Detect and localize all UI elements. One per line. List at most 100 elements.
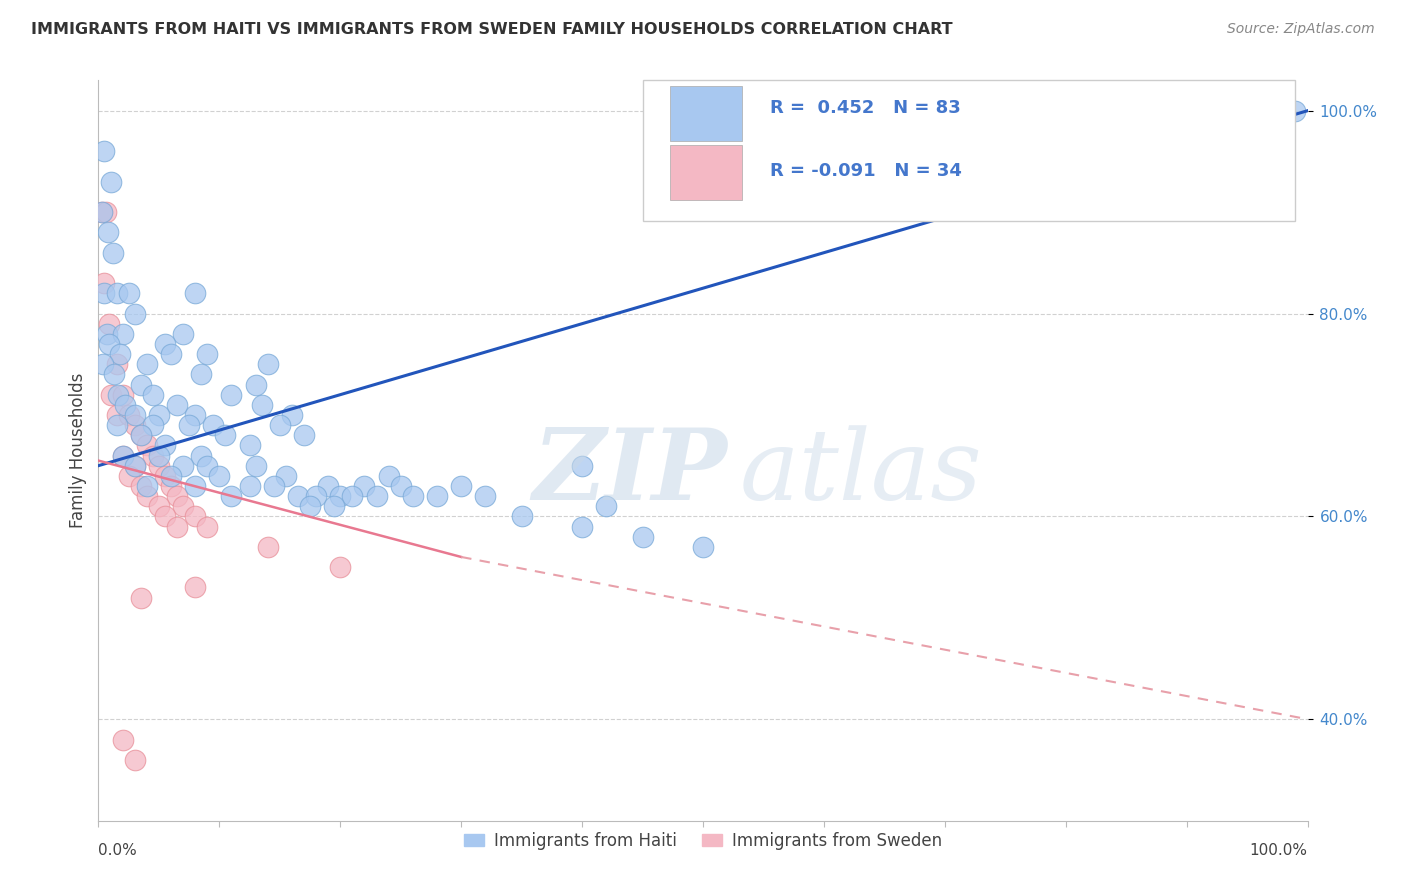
- Point: [118, 286, 141, 301]
- Point: [142, 449, 165, 463]
- Point: [124, 307, 146, 321]
- Y-axis label: Family Households: Family Households: [69, 373, 87, 528]
- Point: [195, 347, 218, 361]
- Point: [153, 337, 176, 351]
- Point: [129, 479, 152, 493]
- Point: [97, 226, 120, 240]
- Point: [108, 347, 131, 361]
- Point: [166, 398, 188, 412]
- Point: [153, 509, 176, 524]
- Point: [114, 398, 136, 412]
- Point: [172, 458, 194, 473]
- Point: [269, 418, 291, 433]
- Point: [93, 145, 115, 159]
- Point: [184, 408, 207, 422]
- FancyBboxPatch shape: [671, 87, 742, 141]
- Point: [316, 479, 339, 493]
- Point: [118, 408, 141, 422]
- Point: [166, 489, 188, 503]
- FancyBboxPatch shape: [671, 145, 742, 200]
- Point: [245, 377, 267, 392]
- Point: [91, 357, 114, 371]
- Point: [94, 205, 117, 219]
- Point: [299, 500, 322, 514]
- Point: [377, 468, 399, 483]
- Point: [184, 509, 207, 524]
- Point: [135, 357, 157, 371]
- Point: [118, 468, 141, 483]
- Point: [148, 449, 170, 463]
- Point: [263, 479, 285, 493]
- Point: [124, 418, 146, 433]
- Point: [105, 286, 128, 301]
- Point: [172, 326, 194, 341]
- Point: [208, 468, 231, 483]
- Point: [389, 479, 412, 493]
- Point: [111, 387, 134, 401]
- Text: ZIP: ZIP: [533, 425, 727, 521]
- Point: [510, 509, 533, 524]
- Point: [129, 377, 152, 392]
- Point: [184, 286, 207, 301]
- Point: [402, 489, 425, 503]
- Point: [221, 387, 243, 401]
- Point: [184, 580, 207, 594]
- Point: [105, 418, 128, 433]
- Text: IMMIGRANTS FROM HAITI VS IMMIGRANTS FROM SWEDEN FAMILY HOUSEHOLDS CORRELATION CH: IMMIGRANTS FROM HAITI VS IMMIGRANTS FROM…: [31, 22, 952, 37]
- Point: [111, 449, 134, 463]
- Point: [571, 458, 593, 473]
- Legend: Immigrants from Haiti, Immigrants from Sweden: Immigrants from Haiti, Immigrants from S…: [457, 825, 949, 856]
- Point: [329, 560, 352, 574]
- Point: [366, 489, 388, 503]
- Point: [342, 489, 364, 503]
- Point: [239, 479, 262, 493]
- Point: [1284, 103, 1306, 118]
- Point: [274, 468, 297, 483]
- Text: atlas: atlas: [740, 425, 981, 520]
- Point: [474, 489, 496, 503]
- Text: 100.0%: 100.0%: [1250, 843, 1308, 858]
- Point: [256, 540, 278, 554]
- Point: [148, 408, 170, 422]
- Point: [245, 458, 267, 473]
- Point: [239, 438, 262, 452]
- Point: [256, 357, 278, 371]
- Point: [250, 398, 273, 412]
- Point: [190, 449, 212, 463]
- Point: [135, 438, 157, 452]
- Point: [166, 519, 188, 533]
- Point: [93, 286, 115, 301]
- Point: [202, 418, 225, 433]
- Point: [153, 468, 176, 483]
- Point: [631, 530, 654, 544]
- Point: [329, 489, 352, 503]
- Point: [129, 428, 152, 442]
- FancyBboxPatch shape: [643, 80, 1295, 221]
- Point: [103, 368, 125, 382]
- Point: [353, 479, 375, 493]
- Point: [426, 489, 449, 503]
- Text: 0.0%: 0.0%: [98, 843, 138, 858]
- Point: [129, 428, 152, 442]
- Point: [160, 468, 183, 483]
- Point: [160, 347, 183, 361]
- Point: [124, 753, 146, 767]
- Point: [281, 408, 304, 422]
- Point: [292, 428, 315, 442]
- Point: [153, 438, 176, 452]
- Point: [692, 540, 714, 554]
- Point: [105, 408, 128, 422]
- Point: [195, 458, 218, 473]
- Point: [450, 479, 472, 493]
- Point: [287, 489, 309, 503]
- Point: [148, 500, 170, 514]
- Point: [111, 732, 134, 747]
- Point: [142, 387, 165, 401]
- Point: [195, 519, 218, 533]
- Point: [101, 245, 124, 260]
- Point: [595, 500, 617, 514]
- Point: [91, 205, 114, 219]
- Point: [305, 489, 328, 503]
- Point: [111, 326, 134, 341]
- Point: [184, 479, 207, 493]
